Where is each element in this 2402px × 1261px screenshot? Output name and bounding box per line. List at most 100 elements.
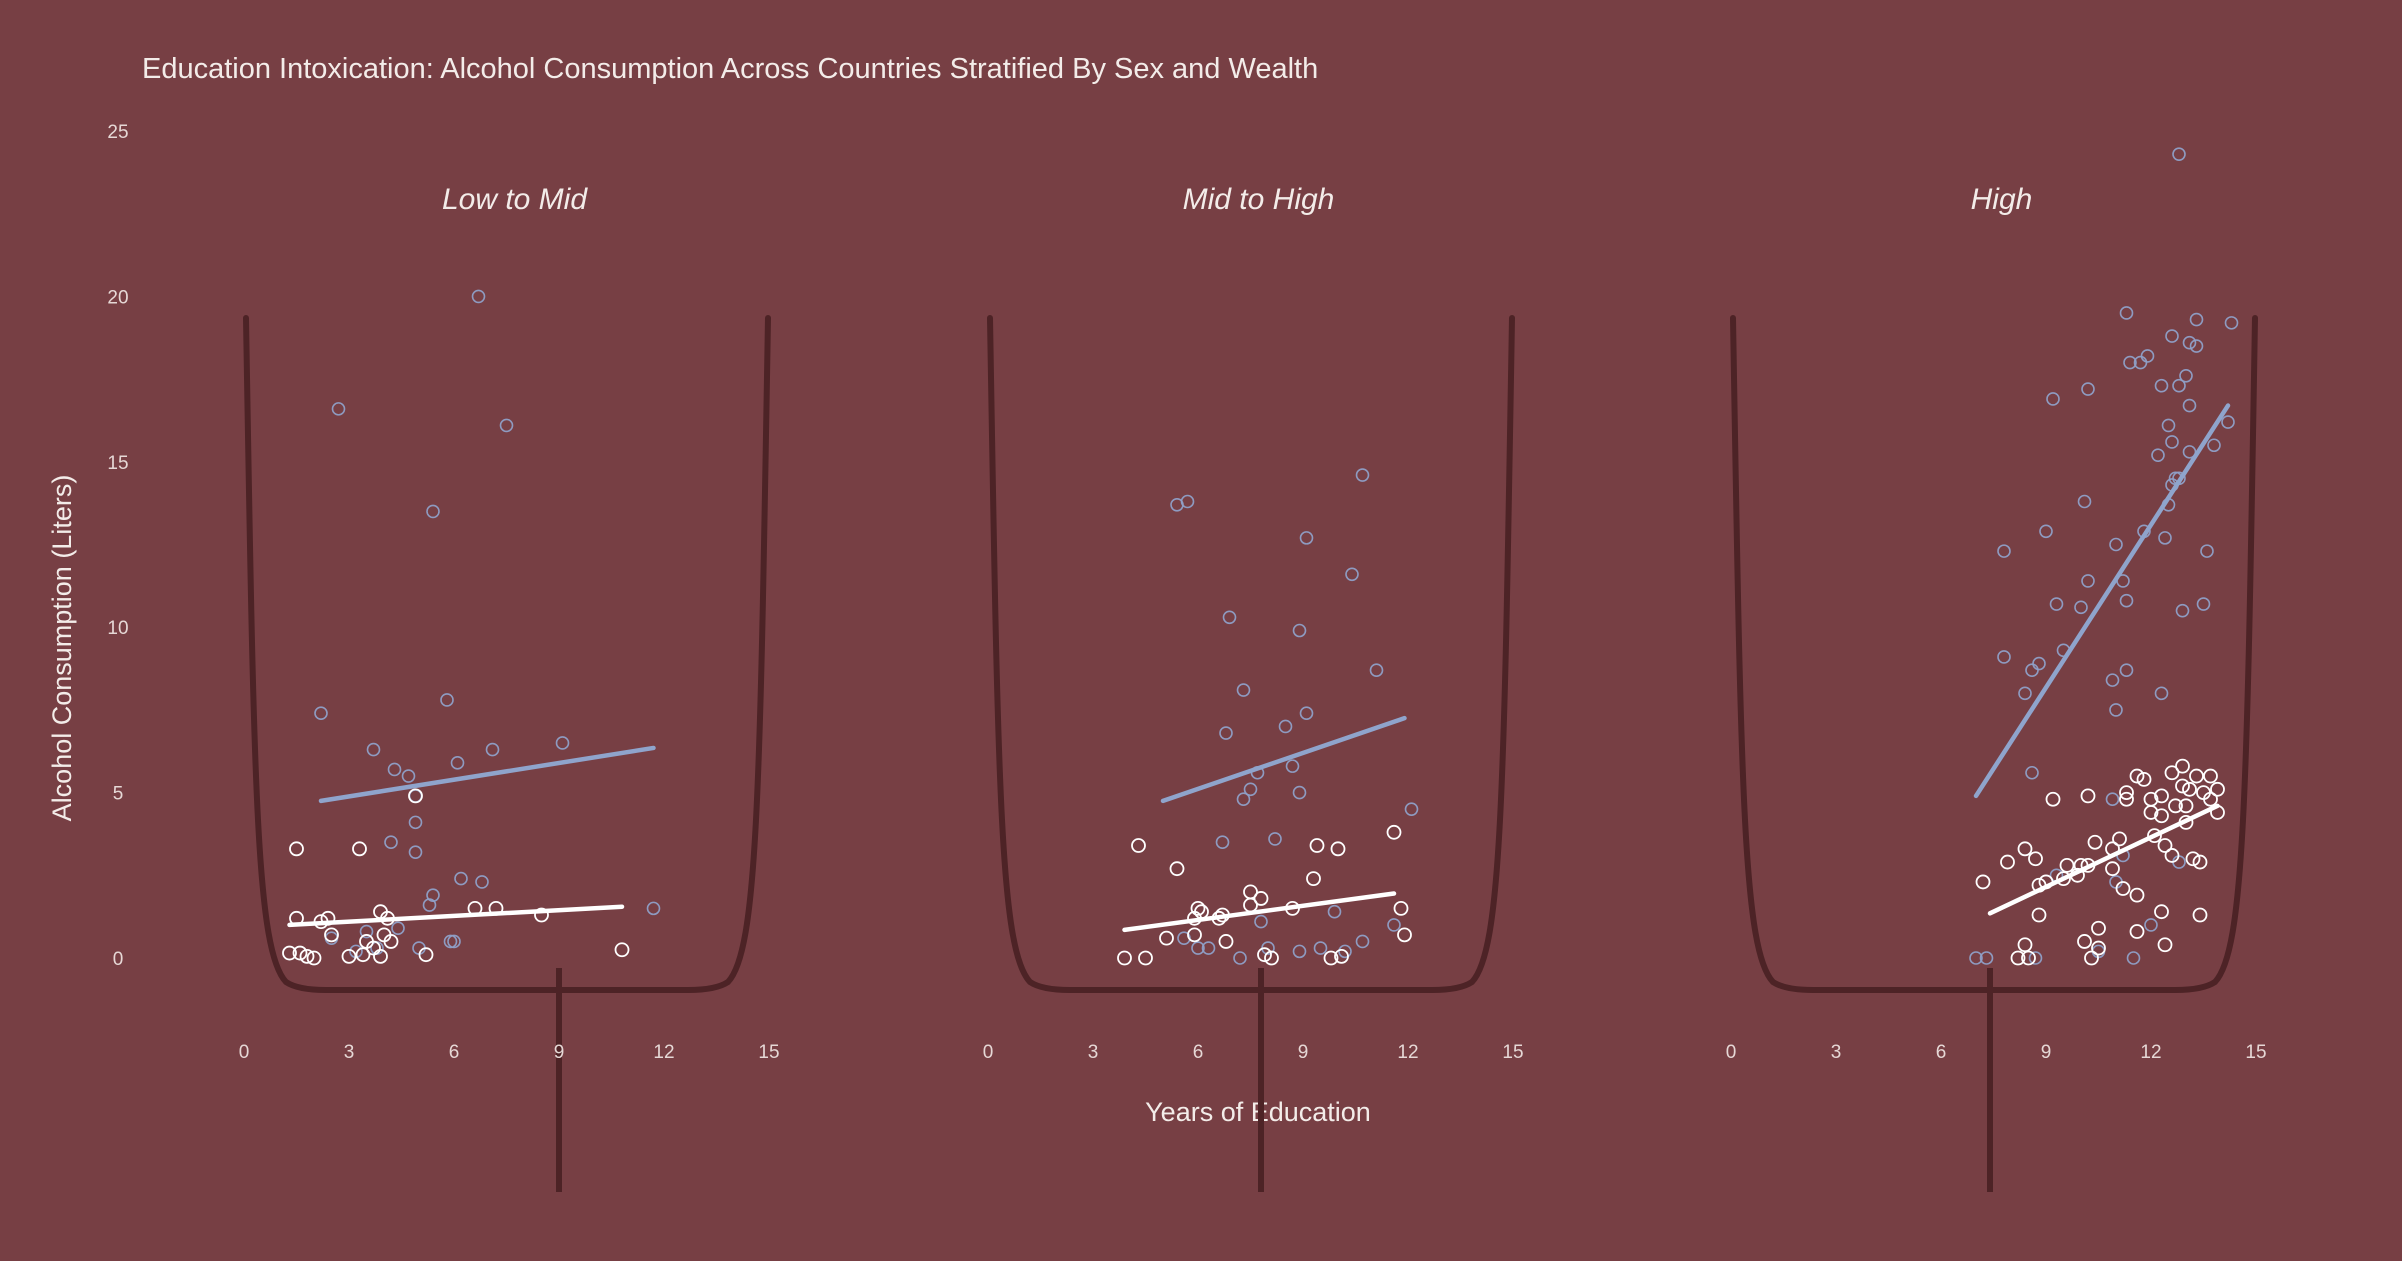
data-point-white <box>2059 857 2075 873</box>
x-tick-label: 6 <box>449 1042 460 1063</box>
data-point-white <box>2091 920 2106 936</box>
data-point-blue <box>2189 312 2204 327</box>
data-point-blue <box>1387 918 1401 932</box>
data-point-white <box>2056 871 2071 887</box>
y-tick-label: 5 <box>113 784 124 805</box>
data-point-blue <box>1299 706 1314 721</box>
data-point-white <box>352 841 367 857</box>
data-point-blue <box>1236 683 1251 697</box>
facet-panel: Low to Mid 0 3 6 9 12 15 <box>239 183 780 1192</box>
data-point-blue <box>1285 759 1300 773</box>
data-point-white <box>2189 768 2204 784</box>
data-point-blue <box>2172 147 2186 161</box>
glass-outline <box>1730 315 2258 993</box>
data-point-blue <box>2165 329 2179 343</box>
data-point-white <box>1264 950 1279 966</box>
x-tick-label: 9 <box>1298 1042 1309 1063</box>
x-tick-label: 0 <box>239 1042 250 1063</box>
data-point-blue <box>2105 673 2120 687</box>
data-point-white <box>2154 788 2169 804</box>
data-point-white <box>2147 828 2162 844</box>
x-tick-label: 12 <box>653 1042 674 1063</box>
data-point-white <box>1257 947 1272 963</box>
data-point-blue <box>2158 531 2172 545</box>
data-point-blue <box>1369 663 1384 678</box>
y-axis-title: Alcohol Consumption (Liters) <box>47 475 77 822</box>
data-point-blue <box>2109 537 2123 552</box>
data-point-blue <box>2175 603 2190 618</box>
data-point-white <box>306 950 322 966</box>
data-point-blue <box>2161 418 2176 433</box>
data-point-white <box>1397 927 1412 943</box>
data-point-white <box>1309 838 1325 853</box>
x-tick-label: 15 <box>2245 1042 2266 1063</box>
data-point-blue <box>2200 544 2214 558</box>
data-point-white <box>418 947 434 963</box>
data-point-white <box>2178 798 2194 814</box>
facet-title: Mid to High <box>1183 183 1335 216</box>
trend-line-white <box>287 904 625 928</box>
data-point-white <box>2010 950 2026 966</box>
y-tick-label: 0 <box>113 949 124 970</box>
data-point-white <box>2143 805 2159 820</box>
data-point-white <box>2185 851 2201 867</box>
data-point-blue <box>447 934 461 949</box>
data-point-blue <box>2049 597 2064 611</box>
data-point-white <box>2129 924 2145 939</box>
data-point-blue <box>2151 448 2165 462</box>
x-tick-label: 3 <box>1088 1042 1099 1063</box>
trend-line-white <box>1122 891 1397 933</box>
data-point-blue <box>1268 832 1282 846</box>
x-tick-label: 15 <box>1502 1042 1523 1063</box>
data-point-white <box>282 945 297 961</box>
data-point-blue <box>2221 415 2235 429</box>
data-point-white <box>2119 785 2134 800</box>
data-point-blue <box>331 402 346 416</box>
data-point-blue <box>401 769 416 783</box>
data-point-blue <box>359 924 374 939</box>
data-point-blue <box>2081 574 2095 588</box>
trend-line-white <box>1987 803 2220 916</box>
data-point-blue <box>2207 438 2221 453</box>
data-point-blue <box>408 845 423 859</box>
x-tick-label: 12 <box>1397 1042 1418 1063</box>
data-point-white <box>1393 900 1409 916</box>
data-point-white <box>2129 768 2145 784</box>
trend-line-blue <box>1160 715 1407 804</box>
data-point-blue <box>1254 914 1268 929</box>
data-point-blue <box>1355 468 1370 482</box>
data-point-blue <box>1233 951 1247 965</box>
data-point-blue <box>2189 339 2204 353</box>
y-tick-label: 20 <box>107 287 128 308</box>
data-point-blue <box>2133 355 2148 370</box>
data-point-blue <box>450 756 465 770</box>
data-point-blue <box>454 871 468 886</box>
data-point-white <box>2154 808 2169 824</box>
x-tick-label: 3 <box>1831 1042 1842 1063</box>
y-tick-label: 10 <box>107 618 128 639</box>
data-point-white <box>1306 871 1321 887</box>
data-point-white <box>2045 791 2061 807</box>
data-point-white <box>1253 891 1269 906</box>
data-point-blue <box>2081 382 2095 396</box>
data-point-blue <box>2039 524 2053 539</box>
data-point-blue <box>1292 944 1307 959</box>
y-tick-label: 25 <box>107 122 128 143</box>
data-point-white <box>2017 937 2033 953</box>
data-point-white <box>2087 834 2103 850</box>
data-point-white <box>341 948 357 964</box>
data-point-blue <box>422 898 437 912</box>
data-point-white <box>1323 950 1339 966</box>
data-point-blue <box>440 693 454 707</box>
data-point-white <box>2084 950 2099 966</box>
data-point-blue <box>1222 610 1237 625</box>
data-point-blue <box>1292 623 1307 638</box>
data-point-blue <box>426 504 440 519</box>
data-point-blue <box>1236 792 1251 807</box>
data-point-white <box>2175 778 2190 794</box>
data-point-white <box>2115 881 2131 896</box>
